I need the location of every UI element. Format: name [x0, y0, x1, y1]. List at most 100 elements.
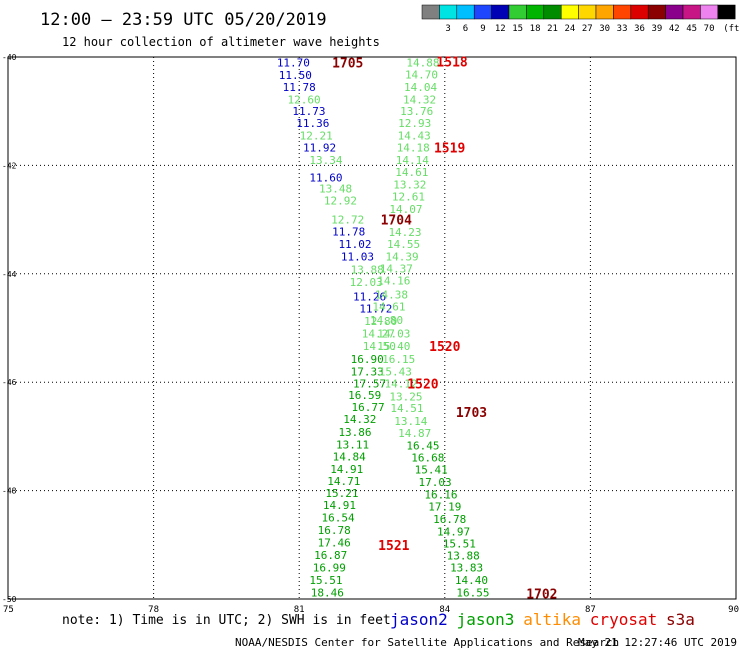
swh-data-label: 11.78 — [332, 226, 365, 239]
swh-data-label: 11.36 — [296, 117, 329, 130]
swh-data-label: 14.07 — [389, 203, 422, 216]
swh-data-label: 15.21 — [325, 487, 358, 500]
pass-number-label: 1519 — [434, 142, 465, 157]
swh-data-label: 12.60 — [287, 93, 320, 106]
satellite-label-jason2: jason2 — [390, 610, 448, 629]
swh-data-label: 12.21 — [300, 130, 333, 143]
swh-data-label: 14.12 — [385, 377, 418, 390]
legend-swatch-label: 6 — [463, 24, 468, 34]
satellite-label-s3a: s3a — [666, 610, 695, 629]
chart-subtitle: 12 hour collection of altimeter wave hei… — [62, 35, 380, 49]
legend-swatch — [439, 4, 458, 20]
swh-data-label: 14.87 — [398, 427, 431, 440]
swh-data-label: 11.03 — [341, 250, 374, 263]
swh-data-label: 14.43 — [398, 130, 431, 143]
legend-swatch — [682, 4, 701, 20]
swh-data-label: 11.72 — [359, 302, 392, 315]
swh-data-label: 14.91 — [323, 499, 356, 512]
data-series: 16.9017.3317.5716.5916.7714.3213.8613.11… — [309, 353, 386, 600]
legend-swatch-label: 70 — [704, 24, 715, 34]
swh-data-label: 16.55 — [456, 586, 489, 599]
swh-data-label: 14.18 — [397, 142, 430, 155]
swh-data-label: 12.80 — [364, 315, 397, 328]
swh-data-label: 13.34 — [309, 154, 342, 167]
swh-data-label: 16.78 — [318, 524, 351, 537]
y-tick-label: -42 — [2, 161, 17, 170]
swh-data-label: 14.61 — [372, 300, 405, 313]
legend-swatch-label: 24 — [564, 24, 575, 34]
swh-data-label: 16.77 — [352, 401, 385, 414]
swh-data-label: 15.43 — [379, 365, 412, 378]
legend-swatch — [647, 4, 666, 20]
legend-swatch — [526, 4, 545, 20]
swh-data-label: 14.71 — [327, 475, 360, 488]
data-series: 16.4516.6815.4117.0316.1617.1916.7814.97… — [406, 440, 489, 600]
swh-data-label: 11.73 — [292, 105, 325, 118]
legend-swatch — [700, 4, 719, 20]
pass-number-label: 1704 — [381, 214, 412, 229]
legend-swatch-label: 9 — [480, 24, 485, 34]
swh-data-label: 13.86 — [338, 426, 371, 439]
x-tick-label: 87 — [585, 605, 596, 615]
swh-data-label: 18.46 — [311, 586, 344, 599]
legend-swatch — [456, 4, 475, 20]
footer-note: note: 1) Time is in UTC; 2) SWH is in fe… — [62, 613, 391, 628]
swh-data-label: 14.97 — [437, 525, 470, 538]
swh-data-label: 13.88 — [447, 550, 480, 563]
swh-data-label: 16.54 — [321, 512, 354, 525]
legend-swatch-label: 3 — [445, 24, 450, 34]
credit-text: NOAA/NESDIS Center for Satellite Applica… — [235, 636, 619, 649]
swh-data-label: 17.57 — [353, 377, 386, 390]
swh-data-label: 16.87 — [314, 549, 347, 562]
pass-number-label: 1520 — [429, 340, 460, 355]
legend-swatch-label: 27 — [582, 24, 593, 34]
swh-data-label: 16.78 — [433, 513, 466, 526]
x-tick-label: 90 — [728, 605, 739, 615]
legend-swatch — [421, 4, 440, 20]
swh-data-label: 12.72 — [331, 214, 364, 227]
swh-data-label: 14.27 — [362, 327, 395, 340]
swh-data-label: 14.16 — [377, 274, 410, 287]
pass-number-label: 1705 — [332, 56, 363, 71]
swh-data-label: 14.04 — [404, 81, 437, 94]
data-series: 14.8814.7014.0414.3213.7612.9314.4314.18… — [370, 56, 440, 440]
satellite-label-cryosat: cryosat — [590, 610, 657, 629]
swh-data-label: 11.26 — [353, 291, 386, 304]
legend-swatch-label: 45 — [686, 24, 697, 34]
swh-data-label: 16.59 — [348, 389, 381, 402]
data-series: 11.7011.5011.7811.7311.3611.9211.6011.78… — [277, 56, 393, 315]
swh-data-label: 12.92 — [324, 195, 357, 208]
legend-swatch — [578, 4, 597, 20]
swh-data-label: 17.33 — [351, 365, 384, 378]
swh-data-label: 14.32 — [343, 413, 376, 426]
swh-data-label: 16.45 — [406, 440, 439, 453]
satellite-label-jason3: jason3 — [457, 610, 515, 629]
swh-data-label: 14.23 — [388, 226, 421, 239]
swh-data-label: 14.55 — [387, 238, 420, 251]
swh-data-label: 16.68 — [411, 452, 444, 465]
y-tick-label: -44 — [2, 270, 17, 279]
swh-data-label: 14.88 — [406, 56, 439, 69]
swh-data-label: 13.83 — [450, 562, 483, 575]
swh-data-label: 11.60 — [309, 171, 342, 184]
swh-data-label: 14.70 — [405, 68, 438, 81]
swh-data-label: 11.02 — [338, 238, 371, 251]
swh-data-label: 15.51 — [443, 538, 476, 551]
swh-data-label: 17.03 — [419, 476, 452, 489]
swh-data-label: 11.70 — [277, 56, 310, 69]
legend-swatch — [717, 4, 736, 20]
swh-data-label: 14.39 — [386, 250, 419, 263]
swh-data-label: 17.46 — [318, 537, 351, 550]
satellite-label-altika: altika — [523, 610, 581, 629]
swh-data-label: 14.50 — [363, 340, 396, 353]
swh-data-label: 12.03 — [350, 276, 383, 289]
legend-swatch-label: 33 — [617, 24, 628, 34]
swh-data-label: 14.80 — [370, 314, 403, 327]
legend-swatch-label: 12 — [495, 24, 506, 34]
plot-area: 75 78 81 84 87 90 -40 -42 -44 -46 -48 -50 11.7011.50… — [2, 53, 739, 615]
legend-swatch-label: 18 — [530, 24, 541, 34]
swh-data-label: 16.15 — [382, 353, 415, 366]
swh-data-label: 13.48 — [319, 183, 352, 196]
